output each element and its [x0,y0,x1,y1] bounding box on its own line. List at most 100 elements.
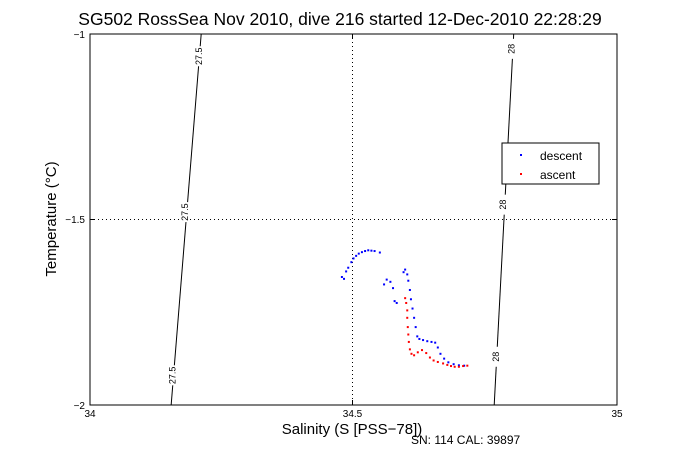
isopycnal-label: 28 [507,44,517,54]
y-tick-label: −2 [74,401,86,412]
descent-point [418,337,421,340]
descent-point [457,364,460,367]
isopycnal-line [493,33,515,406]
descent-point [367,249,370,252]
y-tick-label: −1.5 [65,215,85,226]
descent-point [434,341,437,344]
isopycnal-label-background [508,38,516,59]
descent-point [422,339,425,342]
ascent-point [416,351,419,354]
descent-point [373,250,376,253]
legend-box [501,142,600,185]
isopycnal-label: 28 [498,200,508,210]
legend: descent ascent [501,142,600,185]
x-tick-label: 34.5 [343,409,363,420]
descent-point [383,283,386,286]
descent-point [360,251,363,254]
isopycnal-label-background [169,365,177,386]
y-ticks: −1 −1.5 −2 [65,30,617,412]
ascent-point [410,352,413,355]
legend-marker-descent [520,154,522,156]
ascent-point [446,363,449,366]
ascent-point [407,340,410,343]
descent-point [355,254,358,257]
descent-point [343,277,346,280]
ascent-point [462,365,465,368]
isopycnals: 27.5 27.5 27.5 28 28 28 [168,33,517,406]
descent-point [370,249,373,252]
y-tick-label: −1 [74,30,86,41]
descent-point [443,357,446,360]
isopycnal-label-background [181,202,189,223]
descent-point [352,257,355,260]
ascent-point [436,360,439,363]
descent-point [357,252,360,255]
chart-title: SG502 RossSea Nov 2010, dive 216 started… [78,9,601,29]
descent-point [402,271,405,274]
ascent-point [421,349,424,352]
descent-point [407,279,410,282]
x-tick-label: 34 [84,409,96,420]
isopycnal-label-background [195,46,203,67]
descent-point [411,307,414,310]
isopycnal-label: 27.5 [180,203,190,221]
legend-label-ascent: ascent [540,168,576,182]
descent-point [408,288,411,291]
descent-point [389,280,392,283]
descent-point [378,251,381,254]
legend-marker-ascent [520,173,522,175]
descent-point [395,301,398,304]
legend-label-descent: descent [540,149,583,163]
descent-point [364,250,367,253]
ascent-point [428,356,431,359]
descent-point [436,346,439,349]
descent-point [409,298,412,301]
isopycnal-label: 27.5 [194,47,204,65]
isopycnal-label-background [499,194,507,215]
descent-point [385,278,388,281]
x-axis-label: Salinity (S [PSS−78]) [282,421,422,438]
isopycnal-label: 27.5 [168,367,178,385]
isopycnal-label-background [492,346,500,367]
descent-point [463,364,466,367]
descent-point [426,340,429,343]
ascent-point [449,365,452,368]
data-points [340,249,469,368]
x-tick-label: 35 [611,409,623,420]
descent-point [347,266,350,269]
descent-point [406,273,409,276]
descent-point [393,300,396,303]
descent-point [430,340,433,343]
descent-point [392,287,395,290]
ascent-point [406,309,409,312]
ascent-point [425,352,428,355]
ascent-point [413,354,416,357]
ascent-point [466,364,469,367]
x-ticks: 34 34.5 35 [84,34,623,420]
descent-point [447,361,450,364]
descent-point [350,261,353,264]
ascent-point [405,301,408,304]
ascent-point [406,316,409,319]
descent-point [413,316,416,319]
ascent-point [442,362,445,365]
plot-area [90,34,617,405]
descent-point [452,363,455,366]
ascent-point [453,365,456,368]
footnote: SN: 114 CAL: 39897 [411,433,521,447]
descent-point [404,268,407,271]
y-axis-label: Temperature (°C) [43,161,60,276]
ascent-point [407,333,410,336]
descent-point [416,335,419,338]
ascent-point [406,326,409,329]
descent-point [340,276,343,279]
isopycnal-label: 28 [491,352,501,362]
descent-point [345,270,348,273]
descent-point [414,326,417,329]
ascent-point [457,365,460,368]
ascent-point [404,297,407,300]
ascent-point [408,348,411,351]
descent-point [439,352,442,355]
ascent-point [432,359,435,362]
